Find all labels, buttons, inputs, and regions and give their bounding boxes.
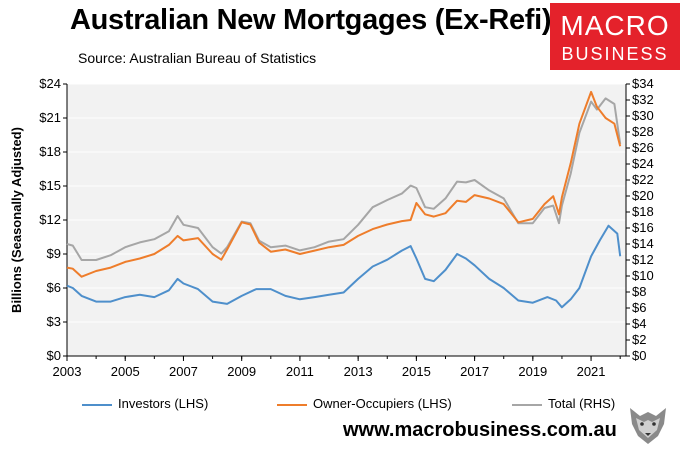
legend-line-owner-occupiers (277, 403, 307, 406)
right-tick-label: $16 (632, 220, 654, 235)
legend-label-total: Total (RHS) (548, 396, 616, 411)
series-line-investors (66, 224, 622, 309)
right-tick-label: $12 (632, 252, 654, 267)
logo-line-2: BUSINESS (561, 44, 669, 64)
left-tick-label: $18 (39, 144, 61, 159)
right-tick-label: $2 (632, 332, 646, 347)
right-tick-label: $34 (632, 76, 654, 91)
series-line-owner-occupiers (66, 90, 622, 278)
left-tick-label: $15 (39, 178, 61, 193)
left-tick-label: $9 (47, 246, 61, 261)
x-tick-label: 2019 (518, 364, 547, 379)
left-tick-label: $0 (47, 348, 61, 363)
left-tick-label: $6 (47, 280, 61, 295)
legend-label-owner-occupiers: Owner-Occupiers (LHS) (313, 396, 452, 411)
left-tick-label: $3 (47, 314, 61, 329)
y-axis-label: Billions (Seasonally Adjusted) (9, 127, 24, 313)
x-tick-label: 2013 (344, 364, 373, 379)
x-tick-label: 2017 (460, 364, 489, 379)
right-tick-label: $24 (632, 156, 654, 171)
x-tick-label: 2003 (53, 364, 82, 379)
x-tick-label: 2005 (111, 364, 140, 379)
wolf-logo-icon (624, 400, 672, 448)
chart-title: Australian New Mortgages (Ex-Refi) (70, 4, 552, 36)
macrobusiness-logo: MACRO BUSINESS (550, 3, 680, 70)
logo-line-1: MACRO (560, 10, 670, 41)
legend-label-investors: Investors (LHS) (118, 396, 209, 411)
right-tick-label: $8 (632, 284, 646, 299)
legend-item-investors: Investors (LHS) (82, 396, 208, 411)
legend-line-investors (82, 403, 112, 406)
right-tick-label: $4 (632, 316, 646, 331)
x-tick-label: 2011 (286, 364, 314, 379)
legend-item-total: Total (RHS) (512, 396, 615, 411)
right-tick-label: $26 (632, 140, 654, 155)
right-tick-label: $18 (632, 204, 654, 219)
right-tick-label: $0 (632, 348, 646, 363)
right-tick-label: $30 (632, 108, 654, 123)
right-tick-label: $10 (632, 268, 654, 283)
legend-item-owner-occupiers: Owner-Occupiers (LHS) (277, 396, 452, 411)
right-tick-label: $20 (632, 188, 654, 203)
right-tick-label: $14 (632, 236, 654, 251)
legend-line-total (512, 403, 542, 406)
left-tick-label: $21 (39, 110, 61, 125)
right-tick-label: $6 (632, 300, 646, 315)
right-tick-label: $32 (632, 92, 654, 107)
left-tick-label: $24 (39, 76, 61, 91)
x-tick-label: 2021 (577, 364, 606, 379)
right-tick-label: $22 (632, 172, 654, 187)
chart-legend: Investors (LHS) Owner-Occupiers (LHS) To… (82, 396, 642, 414)
x-tick-label: 2015 (402, 364, 431, 379)
x-tick-label: 2009 (227, 364, 256, 379)
left-tick-label: $12 (39, 212, 61, 227)
chart-source: Source: Australian Bureau of Statistics (78, 50, 317, 66)
right-tick-label: $28 (632, 124, 654, 139)
website-url: www.macrobusiness.com.au (343, 419, 617, 441)
series-line-total (66, 97, 622, 261)
x-tick-label: 2007 (169, 364, 198, 379)
